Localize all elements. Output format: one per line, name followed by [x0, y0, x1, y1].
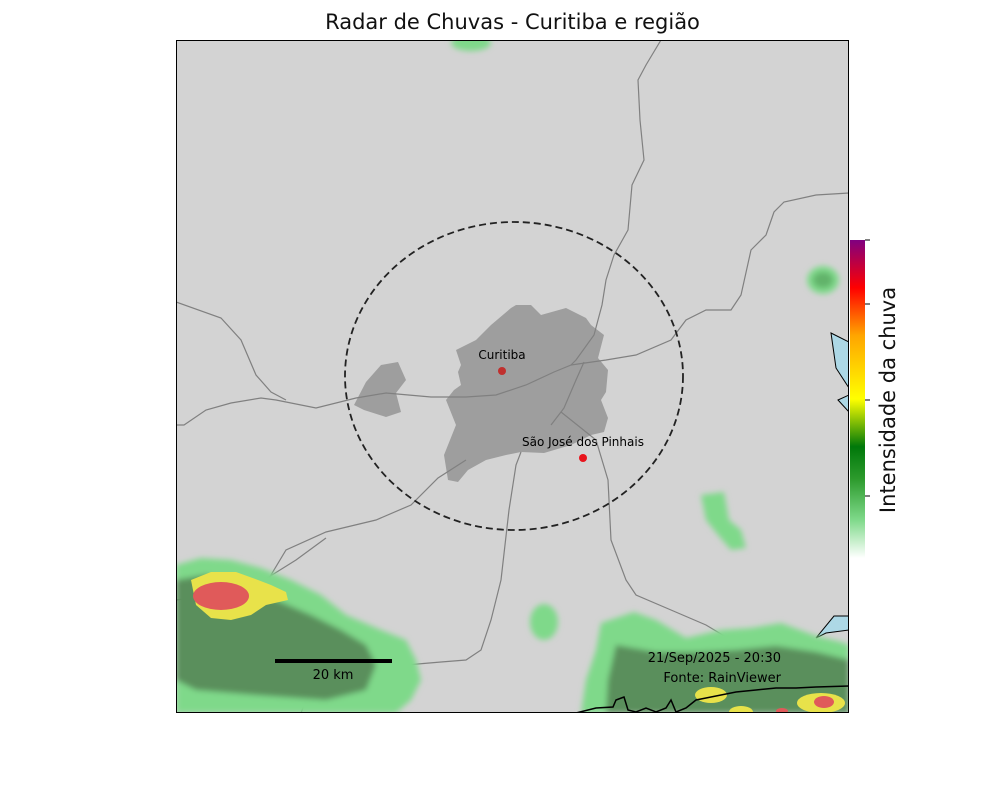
colorbar-gradient — [850, 240, 865, 558]
curitiba-label: Curitiba — [478, 348, 525, 362]
scale-bar: 20 km — [275, 659, 392, 683]
west-urban-area — [354, 362, 406, 417]
coastline — [575, 685, 849, 713]
colorbar-label: Intensidade da chuva — [876, 287, 900, 513]
colorbar-ticks — [865, 239, 870, 497]
map-border — [176, 40, 849, 713]
source-label: Fonte: RainViewer — [663, 671, 781, 686]
rain-cells — [176, 40, 849, 713]
radar-map[interactable]: Curitiba São José dos Pinhais 20 km 21/S… — [176, 40, 849, 713]
water-bodies — [815, 332, 849, 639]
scale-bar-label: 20 km — [313, 668, 354, 683]
timestamp: 21/Sep/2025 - 20:30 — [648, 651, 781, 666]
colorbar: Intensidade da chuva — [850, 239, 900, 558]
radius-circle — [344, 221, 684, 531]
sao-jose-dos-pinhais-label: São José dos Pinhais — [522, 435, 644, 449]
radar-map-svg: Curitiba São José dos Pinhais 20 km 21/S… — [176, 40, 849, 713]
sao-jose-dos-pinhais-dot — [579, 454, 587, 462]
map-title: Radar de Chuvas - Curitiba e região — [325, 10, 700, 34]
curitiba-urban-area — [444, 305, 608, 482]
city-marker-sao-jose-dos-pinhais[interactable]: São José dos Pinhais — [522, 435, 644, 462]
curitiba-dot — [498, 367, 506, 375]
city-marker-curitiba[interactable]: Curitiba — [478, 348, 526, 375]
